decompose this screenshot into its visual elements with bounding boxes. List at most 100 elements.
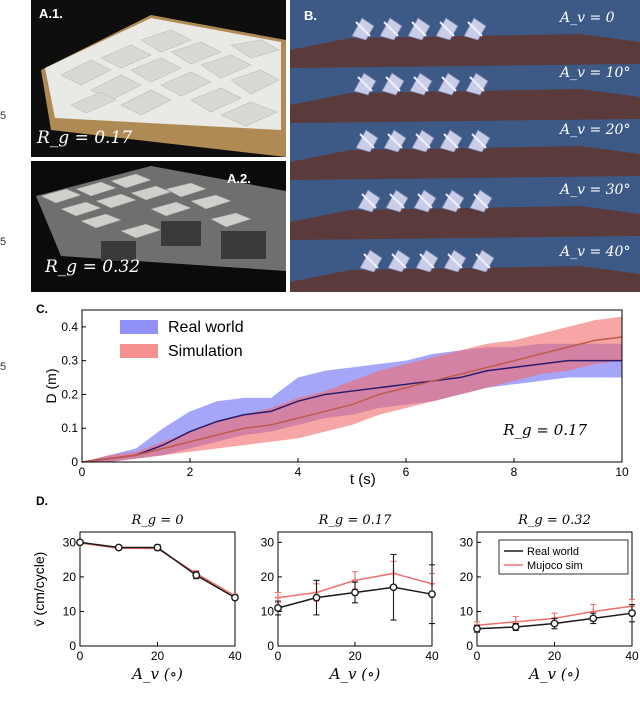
y-axis-label: v̄ (cm/cycle) xyxy=(31,552,47,627)
robot-leg xyxy=(475,253,491,269)
data-point-real-world xyxy=(351,588,359,597)
y-tick-label: 10 xyxy=(261,604,275,618)
robot-leg xyxy=(389,193,405,209)
panel-d-label: D. xyxy=(36,494,48,508)
rg-label-a2: R_g = 0.32 xyxy=(45,257,141,277)
robot-leg xyxy=(391,253,407,269)
y-tick-label: 0.1 xyxy=(61,421,78,435)
y-tick-label: 0.3 xyxy=(61,354,78,368)
legend-label: Mujoco sim xyxy=(527,560,583,572)
y-tick-label: 0 xyxy=(267,639,274,653)
y-tick-label: 0.4 xyxy=(61,320,78,334)
legend-swatch xyxy=(120,344,158,358)
platform-row xyxy=(290,146,640,180)
platform-row xyxy=(290,206,640,240)
x-tick-label: 4 xyxy=(295,465,302,479)
robot-leg xyxy=(383,21,399,37)
panel-a2-label: A.2. xyxy=(227,171,251,186)
y-tick-label: 30 xyxy=(261,535,275,549)
y-tick-label: 20 xyxy=(460,570,474,584)
panel-b-label: B. xyxy=(304,8,317,23)
robot-leg xyxy=(357,76,373,92)
x-axis-label: t (s) xyxy=(350,471,376,488)
robot-leg xyxy=(413,76,429,92)
data-point-real-world xyxy=(114,543,123,552)
x-tick-label: 0 xyxy=(79,465,86,479)
robot-leg xyxy=(359,133,375,149)
photo-a1-illustration xyxy=(31,0,286,157)
x-axis-label: A_v (∘) xyxy=(328,665,381,683)
panel-c-label: C. xyxy=(36,302,48,316)
x-axis-label: A_v (∘) xyxy=(527,665,580,683)
av-label-row-2: A_v = 20° xyxy=(560,122,631,138)
y-tick-label: 0.2 xyxy=(61,387,78,401)
legend-swatch xyxy=(120,320,158,334)
av-label-row-1: A_v = 10° xyxy=(560,65,631,81)
data-point-real-world xyxy=(312,593,321,602)
x-tick-label: 40 xyxy=(625,649,639,663)
robot-leg xyxy=(363,253,379,269)
robot-leg xyxy=(439,21,455,37)
data-point-real-world xyxy=(274,604,282,612)
data-point-real-world xyxy=(76,538,84,547)
edge-number: 5 xyxy=(0,236,7,248)
photo-a1: A.1. R_g = 0.17 xyxy=(31,0,286,157)
robot-leg xyxy=(471,133,487,149)
subplot-title: R_g = 0.32 xyxy=(517,513,591,528)
mean-line-simulation xyxy=(81,336,623,463)
edge-number: 5 xyxy=(0,361,7,373)
x-tick-label: 6 xyxy=(403,465,410,479)
robot-leg xyxy=(355,21,371,37)
y-tick-label: 20 xyxy=(261,570,275,584)
x-tick-label: 40 xyxy=(425,649,439,663)
subplot-title: R_g = 0.17 xyxy=(318,513,392,528)
robot-leg xyxy=(445,193,461,209)
robot-leg xyxy=(441,76,457,92)
x-tick-label: 10 xyxy=(615,465,629,479)
platform-row xyxy=(290,266,640,292)
legend-box xyxy=(498,539,629,575)
av-label-row-0: A_v = 0 xyxy=(560,10,615,26)
mean-line-real-world xyxy=(81,359,622,463)
plot-frame xyxy=(81,309,623,463)
chart-c: 0 2 4 6 8 10 0 0.1 0.2 0.3 0.4 t (s) D (m) Real world… xyxy=(43,309,629,488)
platform-row xyxy=(290,34,640,68)
x-tick-label: 2 xyxy=(187,465,194,479)
data-point-real-world xyxy=(473,624,481,633)
y-tick-label: 10 xyxy=(63,604,77,618)
data-point-real-world xyxy=(192,571,201,580)
data-point-real-world xyxy=(589,614,598,623)
y-tick-label: 10 xyxy=(460,604,474,618)
robot-leg xyxy=(361,193,377,209)
x-axis-label: A_v (∘) xyxy=(130,665,183,683)
robot-leg xyxy=(415,133,431,149)
x-tick-label: 0 xyxy=(275,649,282,663)
rg-label-a1: R_g = 0.17 xyxy=(37,128,133,148)
robot-leg xyxy=(387,133,403,149)
band-simulation xyxy=(82,316,622,462)
av-label-row-3: A_v = 30° xyxy=(560,182,631,198)
photo-a2-illustration xyxy=(31,161,286,292)
x-tick-label: 8 xyxy=(511,465,518,479)
x-tick-label: 20 xyxy=(548,649,562,663)
robot-leg xyxy=(447,253,463,269)
data-point-real-world xyxy=(428,590,436,599)
robot-leg xyxy=(385,76,401,92)
data-point-mujoco-sim xyxy=(275,594,281,601)
robot-leg xyxy=(469,76,485,92)
edge-number: 5 xyxy=(0,110,7,122)
data-point-real-world xyxy=(231,593,239,602)
x-tick-label: 40 xyxy=(228,649,242,663)
rg-annotation: R_g = 0.17 xyxy=(502,421,587,439)
x-tick-label: 0 xyxy=(77,649,84,663)
y-tick-label: 0 xyxy=(466,639,473,653)
photo-a2: A.2. R_g = 0.32 xyxy=(31,161,286,292)
robot-leg xyxy=(467,21,483,37)
y-tick-label: 0 xyxy=(71,455,78,469)
data-point-real-world xyxy=(511,623,520,631)
y-axis-label: D (m) xyxy=(43,369,59,404)
robot-leg xyxy=(417,193,433,209)
x-tick-label: 20 xyxy=(348,649,362,663)
legend-label: Real world xyxy=(527,546,579,558)
x-tick-label: 0 xyxy=(474,649,481,663)
